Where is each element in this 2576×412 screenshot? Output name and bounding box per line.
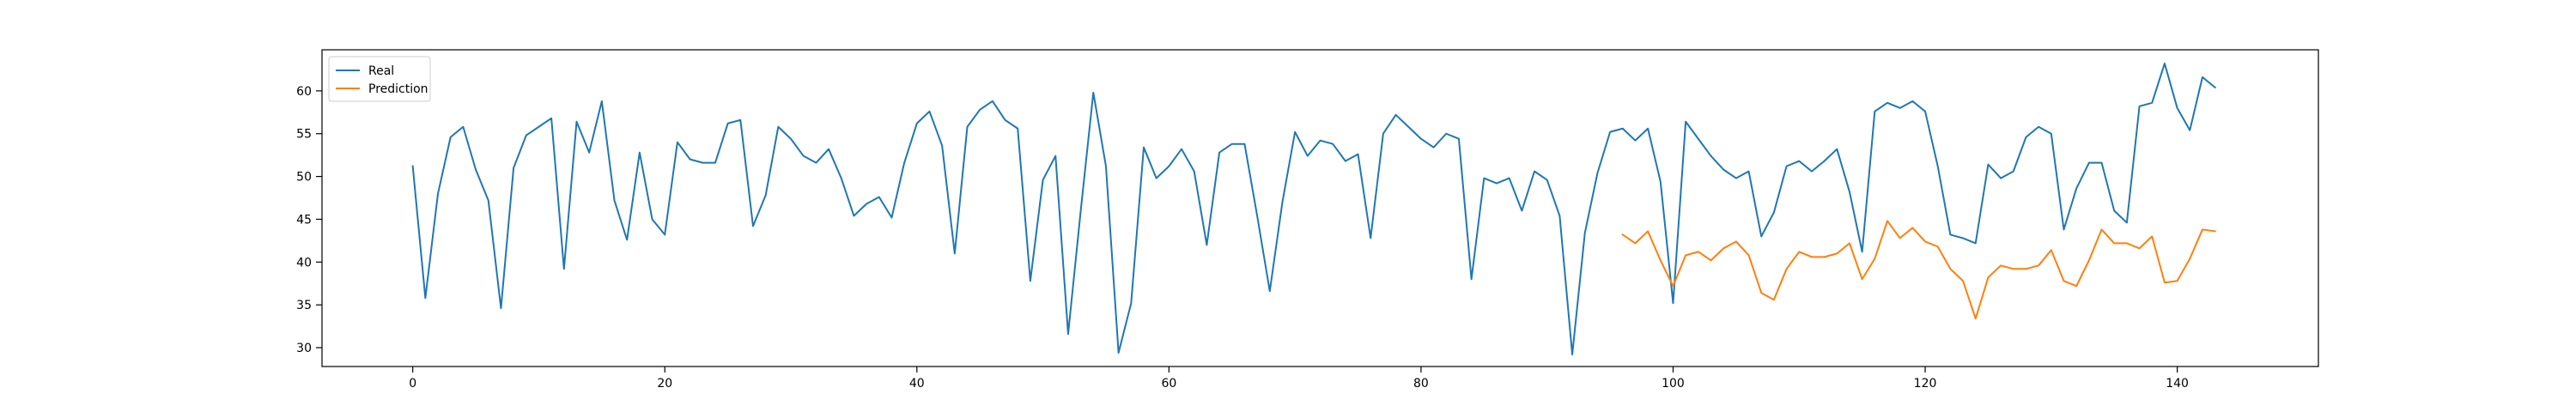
legend: Real Prediction (328, 56, 431, 102)
y-tick-label: 50 (296, 171, 312, 185)
y-tick-label: 35 (296, 299, 312, 312)
x-tick-label: 100 (1662, 377, 1685, 391)
y-tick-label: 30 (296, 342, 312, 355)
y-tick-label: 45 (296, 213, 312, 227)
legend-label-prediction: Prediction (368, 82, 428, 96)
axes-group: 0 20 40 60 80 100 120 140 30 35 40 45 50 55 60 (296, 49, 2319, 391)
y-tick-label: 55 (296, 128, 312, 142)
series-line-prediction (1621, 220, 2216, 320)
y-tick-label: 60 (296, 85, 312, 99)
x-tick-label: 60 (1161, 377, 1176, 391)
y-tick-label: 40 (296, 256, 312, 270)
legend-label-real: Real (368, 64, 394, 78)
x-tick-label: 20 (657, 377, 672, 391)
x-tick-label: 80 (1413, 377, 1429, 391)
x-tick-label: 140 (2166, 377, 2189, 391)
x-tick-label: 120 (1914, 377, 1937, 391)
x-tick-label: 0 (409, 377, 416, 391)
series-line-real (411, 62, 2217, 356)
series-group (411, 62, 2217, 356)
x-tick-label: 40 (909, 377, 925, 391)
plot-frame (321, 49, 2319, 367)
legend-box (328, 56, 431, 102)
